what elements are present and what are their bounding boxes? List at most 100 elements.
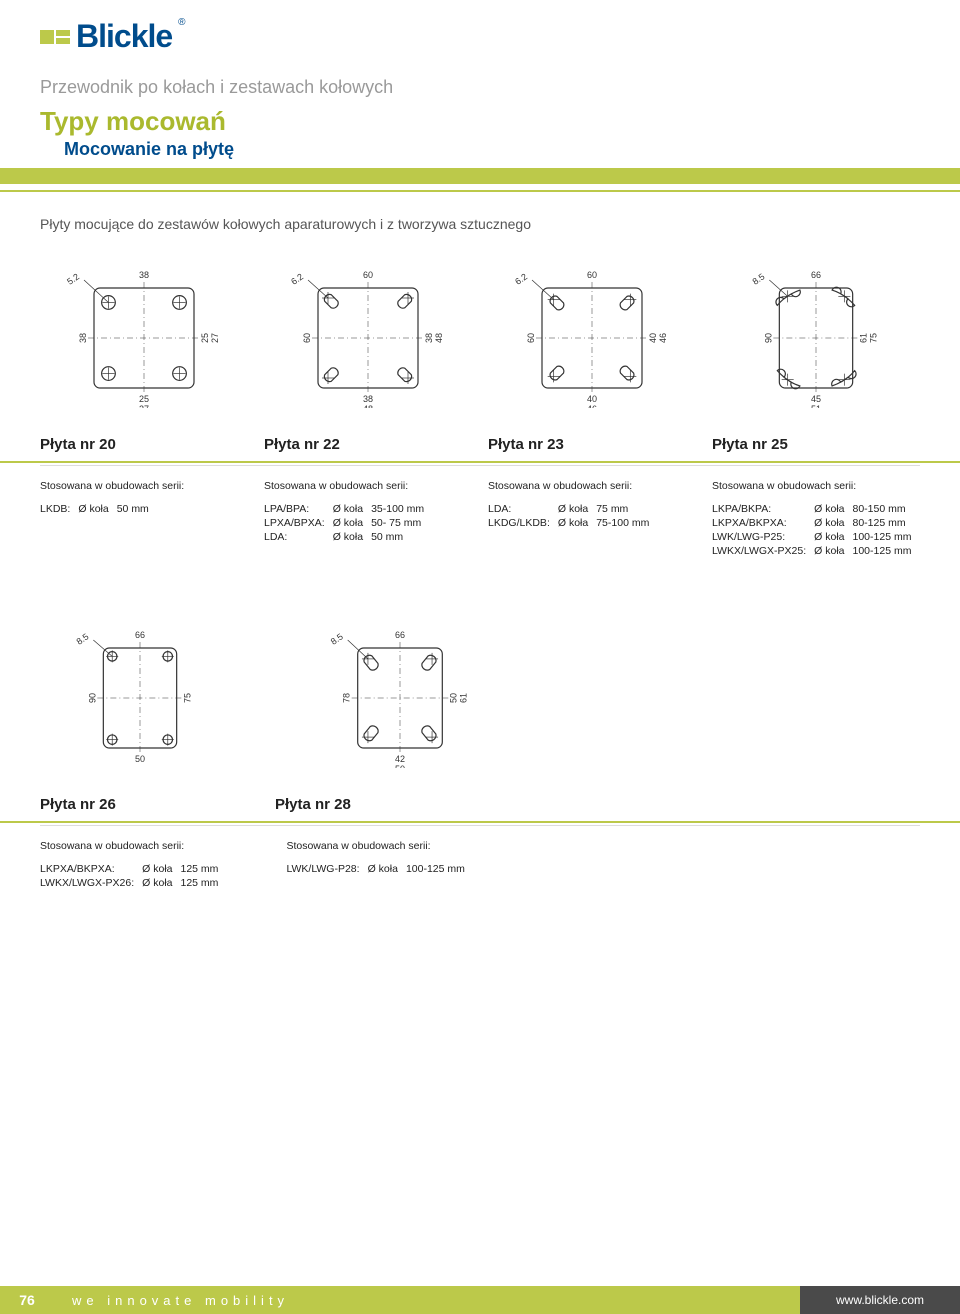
svg-text:40: 40 (587, 394, 597, 404)
wheel-diam-label: Ø koła (814, 516, 852, 530)
plate-info-cell: Stosowana w obudowach serii:LKPXA/BKPXA:… (40, 840, 226, 890)
plate-name: Płyta nr 26 (40, 786, 215, 821)
svg-text:6.2: 6.2 (513, 271, 529, 286)
plate-diagram: 8.5664250785061 (300, 618, 500, 768)
footer-site: www.blickle.com (800, 1286, 960, 1314)
brand-name: Blickle (76, 18, 172, 55)
series-range: 100-125 mm (406, 862, 473, 876)
series-range: 75-100 mm (596, 516, 657, 530)
plate-name: Płyta nr 23 (488, 426, 696, 461)
plate-diagram-row-top: 5.2382527382527 6.2603848603848 6.260404… (0, 238, 960, 418)
svg-text:25: 25 (200, 333, 210, 343)
series-range: 35-100 mm (371, 502, 432, 516)
wheel-diam-label: Ø koła (78, 502, 116, 516)
svg-text:27: 27 (210, 333, 220, 343)
svg-text:6.2: 6.2 (289, 271, 305, 286)
svg-text:38: 38 (139, 270, 149, 280)
svg-text:25: 25 (139, 394, 149, 404)
wheel-diam-label: Ø koła (558, 502, 596, 516)
wheel-diam-label: Ø koła (814, 530, 852, 544)
series-name: LKDG/LKDB: (488, 516, 558, 530)
page-footer: 76 we innovate mobility www.blickle.com (0, 1286, 960, 1314)
page-subtitle: Mocowanie na płytę (40, 139, 920, 160)
svg-text:8.5: 8.5 (74, 631, 90, 646)
series-name: LDA: (264, 530, 333, 544)
used-in-label: Stosowana w obudowach serii: (286, 840, 472, 852)
svg-text:48: 48 (434, 333, 444, 343)
svg-text:66: 66 (395, 630, 405, 640)
plate-info-row-top: Stosowana w obudowach serii:LKDB:Ø koła5… (0, 480, 960, 578)
accent-bar (0, 168, 960, 184)
series-name: LKPXA/BKPXA: (712, 516, 814, 530)
registered-icon: ® (178, 17, 185, 28)
plate-info-cell: Stosowana w obudowach serii: LWK/LWG-P28:… (286, 840, 472, 890)
svg-text:48: 48 (363, 404, 373, 408)
plate-name: Płyta nr 22 (264, 426, 472, 461)
used-in-label: Stosowana w obudowach serii: (712, 480, 920, 492)
svg-text:60: 60 (363, 270, 373, 280)
svg-text:61: 61 (859, 333, 869, 343)
svg-text:50: 50 (448, 693, 458, 703)
svg-text:42: 42 (395, 754, 405, 764)
plate-diagram: 6.2604046604046 (492, 258, 692, 408)
series-name: LKPXA/BKPXA: (40, 862, 142, 876)
breadcrumb: Przewodnik po kołach i zestawach kołowyc… (40, 77, 920, 98)
svg-text:50: 50 (395, 764, 405, 768)
section-label: Płyty mocujące do zestawów kołowych apar… (0, 210, 960, 238)
wheel-diam-label: Ø koła (142, 862, 180, 876)
page-title: Typy mocowań (40, 106, 920, 137)
series-range: 80-150 mm (853, 502, 920, 516)
svg-text:8.5: 8.5 (329, 631, 345, 646)
plate-name-row-bottom: Płyta nr 26 Płyta nr 28 (0, 778, 960, 823)
series-name: LWK/LWG-P25: (712, 530, 814, 544)
svg-text:38: 38 (424, 333, 434, 343)
svg-text:38: 38 (363, 394, 373, 404)
wheel-diam-label: Ø koła (333, 516, 371, 530)
plate-name-row-top: Płyta nr 20 Płyta nr 22 Płyta nr 23 Płyta n… (0, 418, 960, 463)
series-range: 50 mm (117, 502, 157, 516)
series-range: 125 mm (181, 876, 227, 890)
svg-text:66: 66 (135, 630, 145, 640)
svg-text:50: 50 (135, 754, 145, 764)
used-in-label: Stosowana w obudowach serii: (264, 480, 472, 492)
footer-slogan: we innovate mobility (54, 1286, 800, 1314)
series-range: 75 mm (596, 502, 657, 516)
plate-name: Płyta nr 25 (712, 426, 920, 461)
svg-text:75: 75 (869, 333, 879, 343)
plate-name: Płyta nr 28 (275, 786, 450, 821)
plate-info-row-bottom: Stosowana w obudowach serii: LKPXA/BKPXA:… (0, 840, 960, 910)
svg-text:5.2: 5.2 (65, 271, 81, 286)
plate-info-cell: Stosowana w obudowach serii:LDA:Ø koła75… (488, 480, 696, 558)
used-in-label: Stosowana w obudowach serii: (40, 480, 248, 492)
svg-text:78: 78 (342, 693, 352, 703)
series-name: LPA/BPA: (264, 502, 333, 516)
plate-info-cell: Stosowana w obudowach serii: LKDB:Ø koła5… (40, 480, 248, 558)
svg-text:90: 90 (763, 333, 773, 343)
svg-text:46: 46 (658, 333, 668, 343)
plate-name: Płyta nr 20 (40, 426, 248, 461)
svg-text:60: 60 (302, 333, 312, 343)
wheel-diam-label: Ø koła (368, 862, 406, 876)
plate-diagram-cell: 8.566509075 (40, 618, 240, 768)
series-name: LKDB: (40, 502, 78, 516)
plate-info-cell: Stosowana w obudowach serii:LKPA/BKPA:Ø … (712, 480, 920, 558)
series-range: 50 mm (371, 530, 432, 544)
series-name: LWK/LWG-P28: (286, 862, 367, 876)
plate-diagram: 5.2382527382527 (44, 258, 244, 408)
series-name: LPXA/BPXA: (264, 516, 333, 530)
plate-diagram-cell: 8.5664250785061 (300, 618, 500, 768)
used-in-label: Stosowana w obudowach serii: (488, 480, 696, 492)
plate-diagram-cell: 6.2603848603848 (264, 258, 472, 408)
svg-text:46: 46 (587, 404, 597, 408)
plate-diagram-cell: 8.5664551906175 (712, 258, 920, 408)
svg-text:51: 51 (811, 404, 821, 408)
plate-diagram-row-bottom: 8.566509075 8.5664250785061 (0, 578, 960, 778)
svg-text:40: 40 (648, 333, 658, 343)
series-range: 100-125 mm (853, 530, 920, 544)
accent-bar-thin (0, 190, 960, 192)
series-name: LWKX/LWGX-PX25: (712, 544, 814, 558)
wheel-diam-label: Ø koła (814, 502, 852, 516)
series-range: 125 mm (181, 862, 227, 876)
plate-diagram: 8.5664551906175 (716, 258, 916, 408)
brand-logo: Blickle ® (40, 18, 920, 55)
